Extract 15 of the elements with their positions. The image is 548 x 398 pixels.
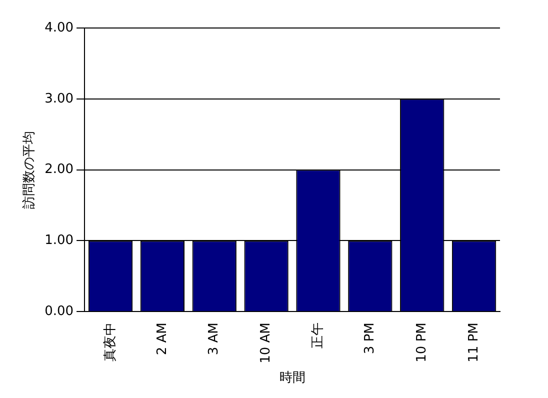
y-tick-label: 2.00: [44, 162, 74, 178]
x-tick-label: 真夜中: [102, 322, 118, 362]
x-tick-label: 10 AM: [258, 322, 274, 364]
x-tick-label: 10 PM: [414, 322, 430, 362]
x-tick-label: 3 AM: [206, 322, 222, 356]
y-axis-title: 訪問数の平均: [22, 130, 38, 209]
y-tick-label: 3.00: [44, 91, 74, 106]
y-tick-label: 0.00: [44, 304, 74, 319]
y-tick-label: 1.00: [44, 233, 74, 248]
x-tick-label: 11 PM: [466, 322, 482, 362]
x-axis-title: 時間: [279, 370, 306, 386]
x-tick-label: 2 AM: [154, 322, 170, 356]
x-tick-label: 正午: [310, 322, 326, 349]
x-tick-label: 3 PM: [362, 322, 378, 354]
y-tick-label: 4.00: [44, 20, 74, 36]
